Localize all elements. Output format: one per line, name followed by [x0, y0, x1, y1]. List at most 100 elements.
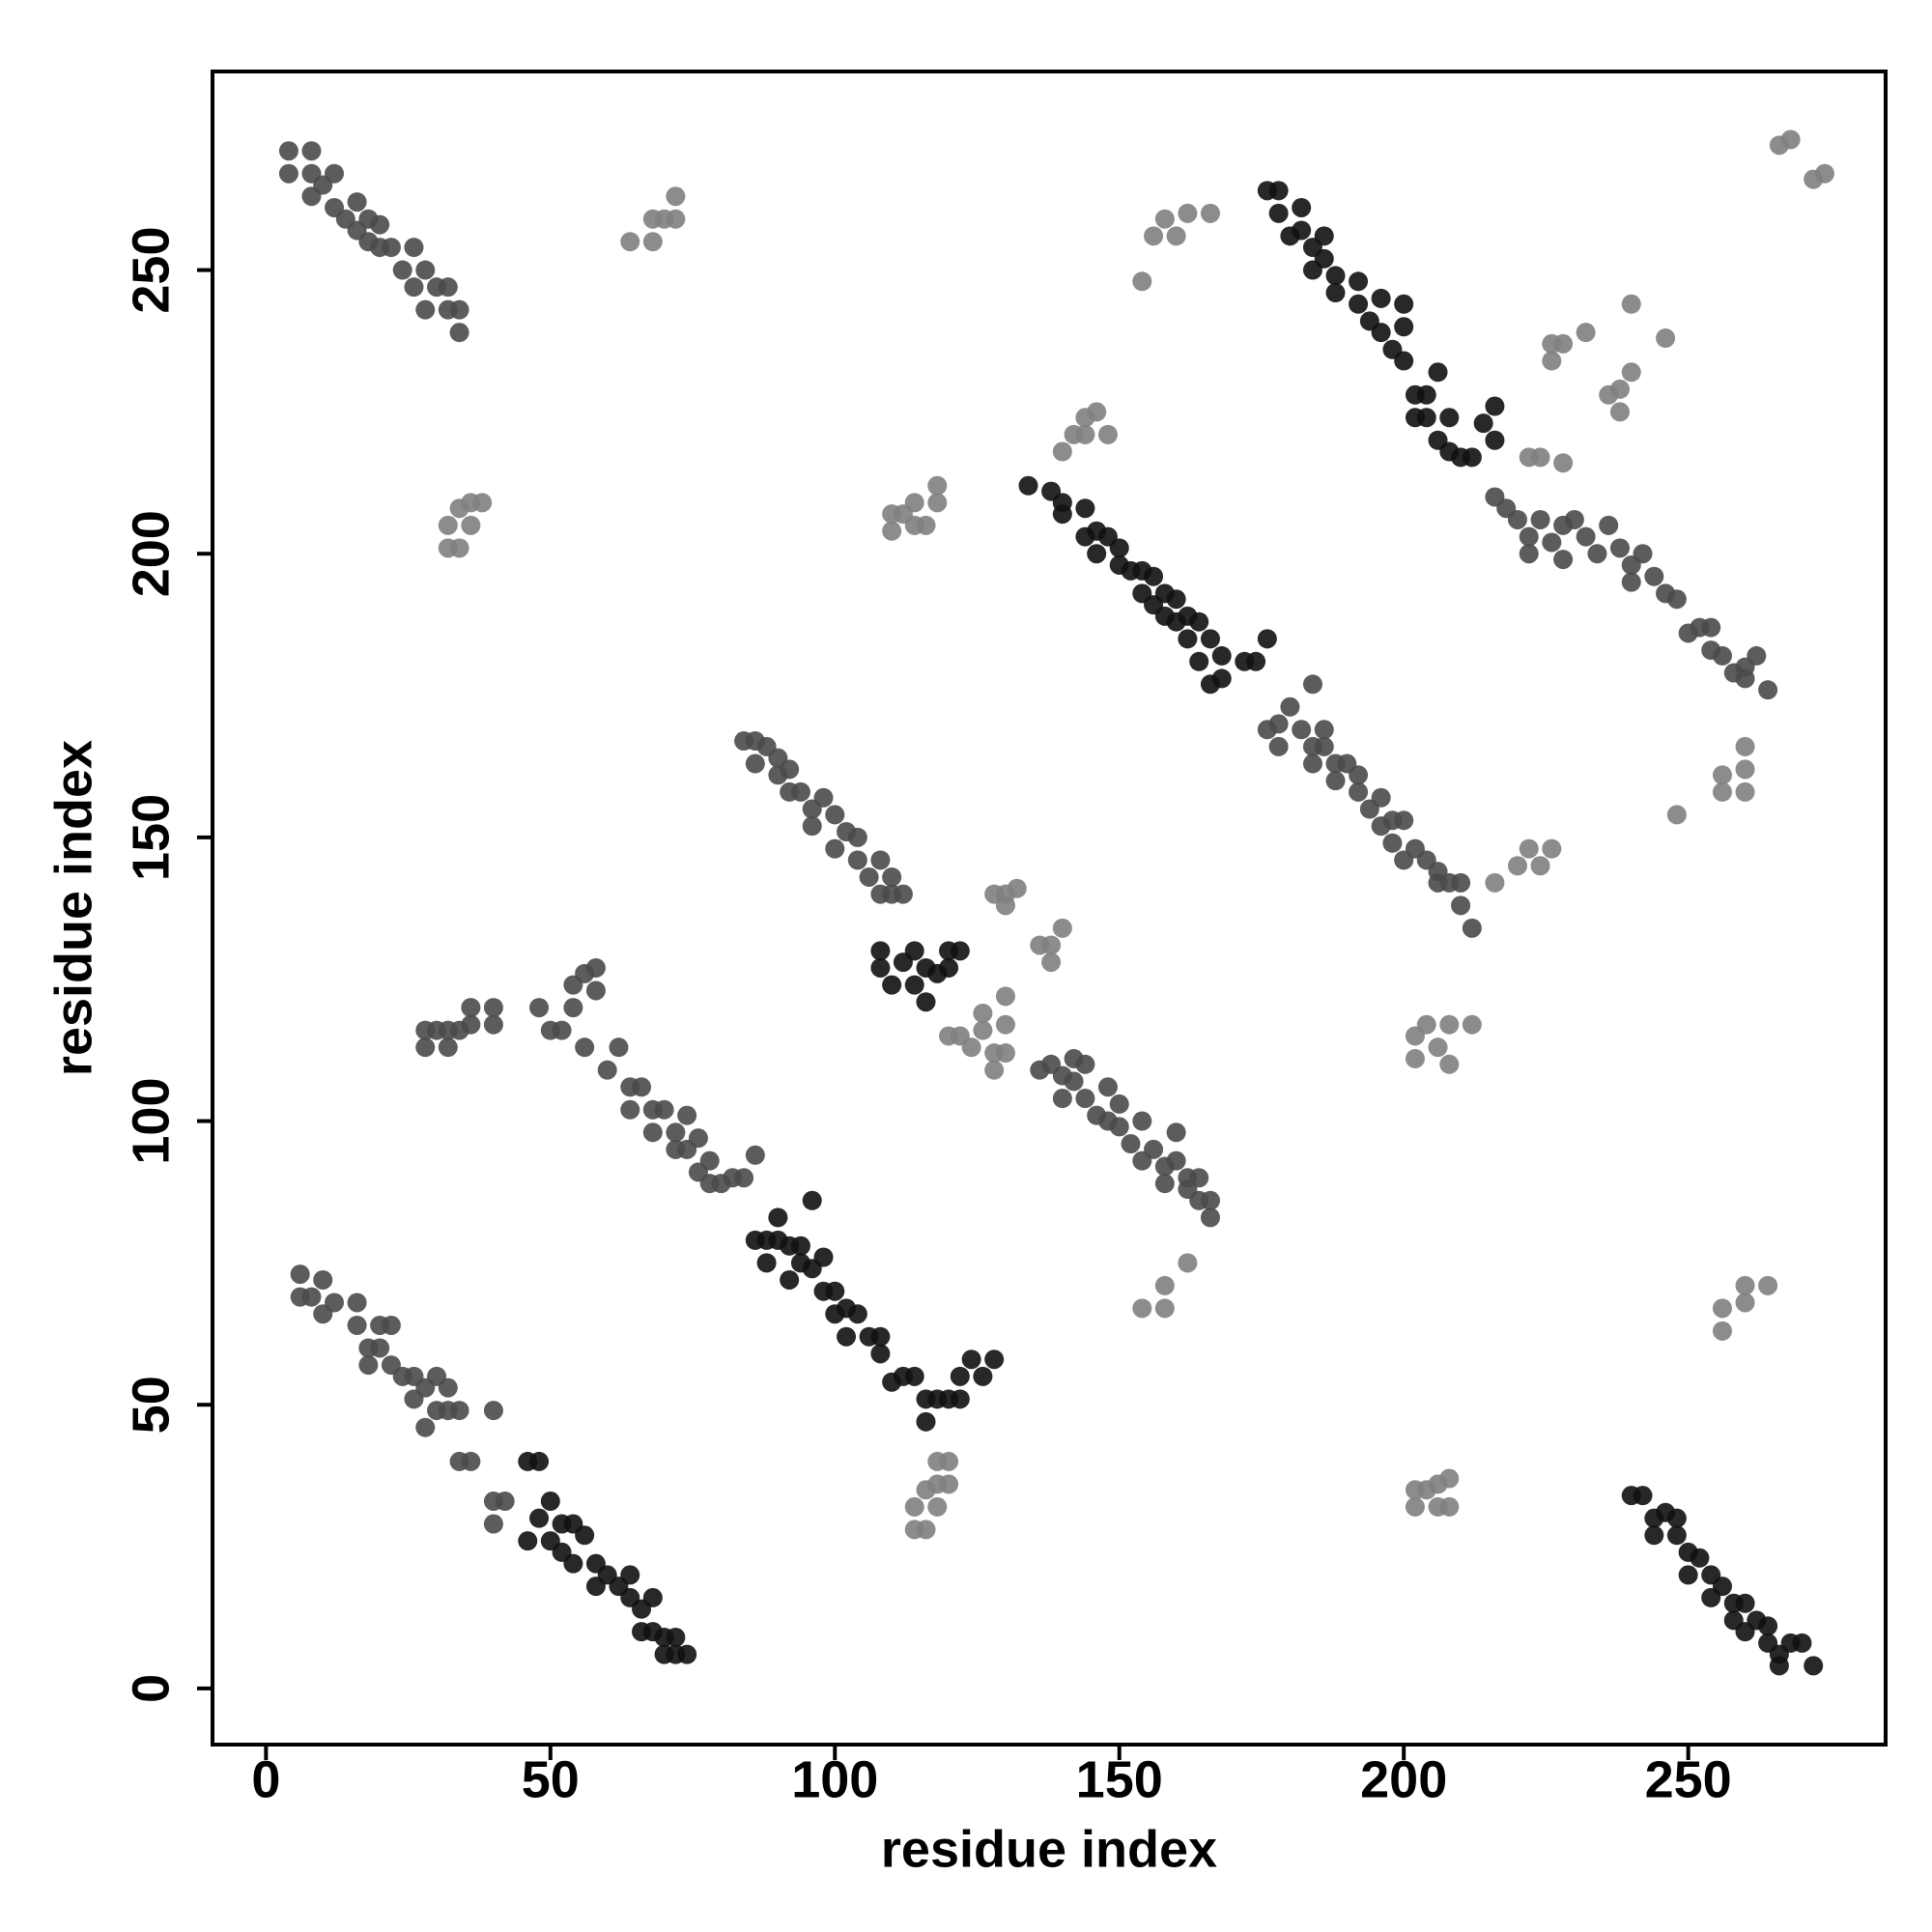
point [1371, 787, 1391, 808]
y-tick-label: 200 [122, 510, 180, 597]
x-tick-label: 0 [251, 1750, 280, 1808]
point [1394, 317, 1414, 337]
point [1769, 1656, 1789, 1676]
point [654, 1099, 674, 1120]
point [1166, 226, 1186, 246]
point [995, 1014, 1015, 1035]
point [1712, 645, 1732, 666]
point [847, 850, 867, 870]
point [1519, 544, 1539, 564]
point [1075, 424, 1095, 444]
point [780, 1269, 800, 1290]
point [585, 957, 606, 978]
point [1780, 129, 1801, 150]
point [1439, 1468, 1460, 1489]
point [859, 867, 879, 887]
point [1268, 203, 1289, 223]
point [666, 186, 686, 207]
point [1292, 720, 1312, 740]
point [529, 1508, 550, 1528]
point [461, 1014, 481, 1035]
point [415, 1037, 436, 1058]
point [1166, 1122, 1186, 1143]
point [1666, 805, 1687, 825]
y-tick-label: 0 [122, 1674, 180, 1703]
point [1735, 1275, 1755, 1295]
point [1621, 294, 1641, 314]
point [1394, 294, 1414, 314]
point [1097, 1077, 1118, 1097]
point [813, 787, 834, 808]
point [1735, 759, 1755, 780]
point [847, 827, 867, 847]
point [961, 1350, 981, 1370]
point [734, 1168, 754, 1188]
point [1439, 1054, 1460, 1074]
point [1200, 1190, 1220, 1210]
point [1178, 629, 1198, 649]
point [1154, 1275, 1175, 1295]
point [313, 1269, 333, 1290]
point [870, 941, 891, 961]
point [927, 475, 948, 496]
point [1178, 203, 1198, 223]
point [950, 1389, 970, 1409]
point [1439, 408, 1460, 428]
point [347, 192, 367, 213]
point [756, 1253, 777, 1273]
point [699, 1151, 720, 1171]
point [1576, 323, 1596, 343]
point [1462, 918, 1482, 938]
point [1132, 1298, 1152, 1319]
point [1735, 781, 1755, 802]
point [1075, 1089, 1095, 1109]
point [939, 957, 959, 978]
point [1178, 1253, 1198, 1273]
point [1349, 765, 1369, 785]
point [1530, 856, 1550, 876]
point [1678, 1565, 1698, 1585]
point [1712, 1321, 1732, 1341]
point [461, 998, 481, 1018]
point [449, 299, 469, 320]
point [870, 1326, 891, 1347]
point [1735, 1293, 1755, 1313]
point [1690, 1548, 1710, 1568]
point [1428, 1037, 1448, 1058]
point [984, 1350, 1005, 1370]
point [1325, 266, 1346, 286]
point [1735, 736, 1755, 756]
point [1189, 651, 1209, 671]
point [1280, 696, 1300, 717]
point [278, 141, 298, 161]
point [1018, 475, 1038, 496]
point [1109, 538, 1129, 558]
point [483, 1014, 503, 1035]
point [518, 1531, 538, 1551]
point [1052, 918, 1072, 938]
point [1371, 288, 1391, 308]
point [1462, 447, 1482, 468]
point [882, 521, 902, 541]
point [1302, 753, 1322, 774]
point [1747, 645, 1767, 666]
point [1325, 771, 1346, 791]
point [438, 1037, 458, 1058]
point [1394, 810, 1414, 831]
point [939, 1474, 959, 1494]
point [904, 975, 924, 995]
point [790, 1236, 810, 1256]
point [882, 867, 902, 887]
point [1792, 1633, 1812, 1653]
point [802, 816, 822, 837]
point [1519, 838, 1539, 859]
point [1530, 509, 1550, 529]
point [1064, 1071, 1084, 1092]
point [1439, 1014, 1460, 1035]
point [1542, 838, 1562, 859]
point [1144, 226, 1164, 246]
point [392, 260, 412, 280]
point [927, 1496, 948, 1517]
point [1052, 1089, 1072, 1109]
